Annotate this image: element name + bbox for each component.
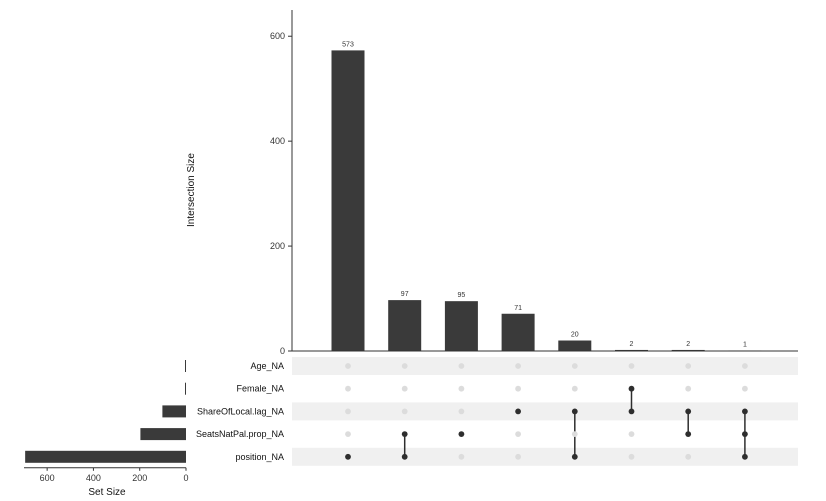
intersection-bar-label: 97 — [401, 291, 409, 298]
intersection-bars — [331, 50, 762, 351]
y-tick-label: 0 — [280, 346, 285, 356]
matrix-dot-active — [685, 408, 692, 415]
y-ticks: 0 200 400 600 — [270, 31, 292, 356]
matrix-dot-active — [742, 453, 748, 460]
matrix-dot-active — [571, 408, 578, 415]
matrix-dot-active — [685, 431, 692, 437]
set-label: ShareOfLocal.lag_NA — [197, 406, 284, 416]
set-size-tick-label: 200 — [132, 473, 147, 483]
matrix-dot-inactive — [571, 385, 578, 392]
set-size-axis: 600 400 200 0 — [24, 467, 189, 483]
matrix-dot-inactive — [628, 453, 635, 460]
matrix-dot-active — [458, 431, 465, 437]
matrix-dot-inactive — [401, 385, 408, 392]
matrix-dot-inactive — [742, 385, 748, 392]
matrix-dot-active — [628, 385, 635, 392]
matrix-dot-active — [742, 408, 748, 415]
matrix-dot-inactive — [345, 385, 351, 392]
matrix-dot-active — [571, 453, 578, 460]
matrix-dot-inactive — [742, 363, 748, 369]
intersection-bar-label: 1 — [743, 341, 747, 348]
matrix-dot-active — [742, 431, 748, 437]
matrix-dot-inactive — [685, 385, 692, 392]
intersection-bar-label: 71 — [514, 305, 522, 312]
set-size-bar — [162, 405, 186, 418]
intersection-bar — [671, 349, 705, 351]
matrix-row-shades — [292, 357, 798, 466]
matrix-dot-inactive — [515, 431, 521, 437]
matrix-dot-active — [345, 453, 351, 460]
matrix-dot-inactive — [571, 431, 578, 437]
matrix-dot-inactive — [515, 385, 521, 392]
intersection-bar — [558, 340, 592, 351]
set-label: SeatsNatPal.prop_NA — [196, 429, 284, 439]
intersection-size-axis: 0 200 400 600 — [270, 10, 798, 356]
matrix-dot-inactive — [401, 408, 408, 415]
intersection-bar-label: 2 — [630, 341, 634, 348]
set-size-bar — [185, 382, 186, 395]
intersection-bar — [331, 50, 365, 351]
matrix-dot-inactive — [458, 363, 465, 369]
matrix-dot-inactive — [685, 453, 692, 460]
matrix-dot-active — [628, 408, 635, 415]
set-size-axis-title: Set Size — [88, 487, 126, 498]
intersection-bar-labels: 573 97 95 71 20 2 2 1 — [342, 41, 747, 348]
y-tick-label: 600 — [270, 31, 285, 41]
intersection-bar — [501, 313, 535, 351]
matrix-dot-active — [515, 408, 521, 415]
set-size-bars — [25, 360, 187, 463]
set-label: Female_NA — [236, 384, 284, 394]
matrix-dot-inactive — [401, 363, 408, 369]
set-size-bar — [25, 450, 187, 463]
matrix-row-shade — [292, 402, 798, 421]
matrix-dot-inactive — [515, 453, 521, 460]
y-tick-label: 200 — [270, 241, 285, 251]
set-size-tick-label: 600 — [40, 473, 55, 483]
matrix-dot-active — [401, 453, 408, 460]
matrix-dot-inactive — [345, 431, 351, 437]
intersection-bar-label: 20 — [571, 332, 579, 339]
matrix-row-shade — [292, 357, 798, 375]
matrix-dot-inactive — [345, 363, 351, 369]
y-axis-title: Intersection Size — [186, 153, 197, 227]
intersection-bar — [615, 349, 648, 351]
matrix-dot-inactive — [345, 408, 351, 415]
matrix-dot-inactive — [458, 453, 465, 460]
matrix-dot-inactive — [628, 431, 635, 437]
matrix-dot-inactive — [685, 363, 692, 369]
set-size-tick-label: 0 — [183, 473, 188, 483]
set-size-ticks: 600 400 200 0 — [40, 467, 189, 483]
matrix-row-shade — [292, 447, 798, 466]
intersection-bar — [444, 301, 478, 351]
y-tick-label: 400 — [270, 136, 285, 146]
matrix-dot-inactive — [571, 363, 578, 369]
intersection-bar — [388, 300, 422, 351]
set-labels: Age_NA Female_NA ShareOfLocal.lag_NA SeatsN… — [196, 361, 284, 462]
matrix-dot-inactive — [628, 363, 635, 369]
set-label: Age_NA — [250, 361, 284, 371]
intersection-bar-label: 2 — [686, 341, 690, 348]
matrix-dot-inactive — [458, 385, 465, 392]
set-size-bar — [140, 428, 186, 441]
set-size-tick-label: 400 — [86, 473, 101, 483]
set-size-bar — [185, 360, 186, 372]
intersection-bar-label: 95 — [458, 292, 466, 299]
matrix-dot-active — [401, 431, 408, 437]
intersection-matrix — [345, 363, 748, 460]
matrix-dot-inactive — [515, 363, 521, 369]
matrix-dot-inactive — [458, 408, 465, 415]
set-label: position_NA — [235, 452, 284, 462]
intersection-bar-label: 573 — [342, 41, 354, 48]
